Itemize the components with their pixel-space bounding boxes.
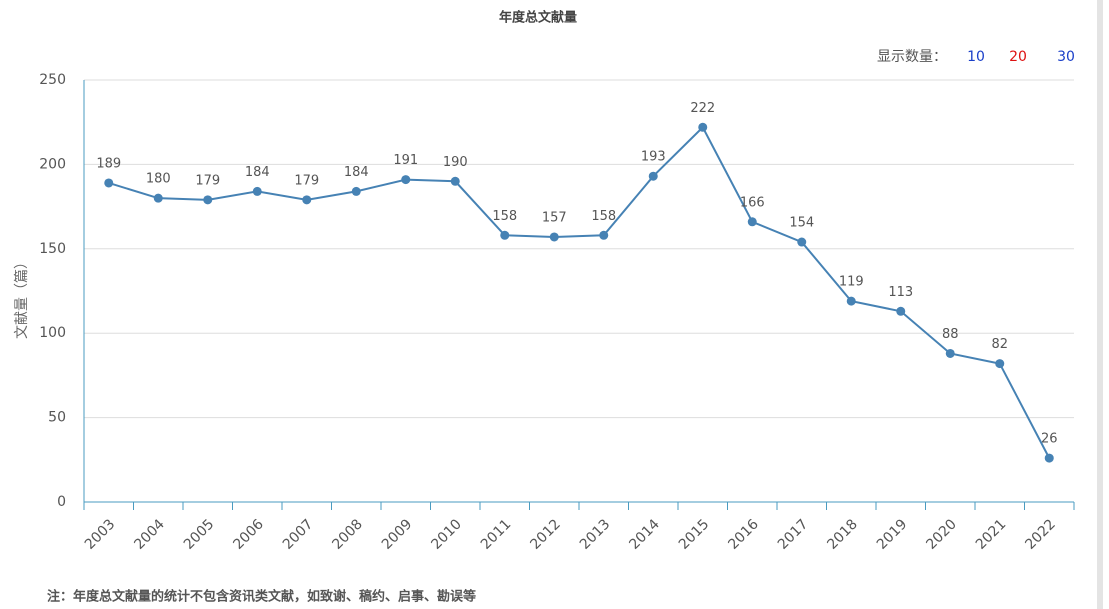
value-label: 193 bbox=[641, 150, 666, 165]
value-label: 158 bbox=[492, 209, 517, 224]
value-label: 154 bbox=[789, 216, 814, 231]
value-label: 166 bbox=[740, 195, 765, 210]
y-tick-label: 100 bbox=[39, 325, 66, 341]
value-label: 179 bbox=[195, 173, 220, 188]
point bbox=[599, 230, 609, 240]
value-label: 158 bbox=[591, 209, 616, 224]
y-tick-label: 0 bbox=[57, 494, 66, 510]
value-label: 157 bbox=[542, 210, 567, 225]
point bbox=[846, 296, 856, 306]
value-label: 88 bbox=[942, 327, 959, 342]
x-tick-label: 2021 bbox=[973, 516, 1010, 553]
point bbox=[797, 237, 807, 247]
x-tick-label: 2003 bbox=[82, 516, 119, 553]
display-count-label: 显示数量： bbox=[877, 49, 947, 65]
value-label: 189 bbox=[96, 156, 121, 171]
x-tick-label: 2019 bbox=[874, 516, 911, 553]
x-tick-label: 2022 bbox=[1022, 516, 1059, 553]
point bbox=[945, 348, 955, 358]
x-tick-label: 2010 bbox=[428, 516, 465, 553]
x-tick-label: 2016 bbox=[725, 516, 762, 553]
x-tick-label: 2008 bbox=[329, 516, 366, 553]
value-label: 113 bbox=[888, 285, 913, 300]
point bbox=[896, 306, 906, 316]
point bbox=[351, 186, 361, 196]
x-tick-label: 2015 bbox=[676, 516, 713, 553]
point bbox=[648, 171, 658, 181]
point bbox=[104, 178, 114, 188]
x-tick-label: 2006 bbox=[230, 516, 267, 553]
x-tick-label: 2009 bbox=[379, 516, 416, 553]
x-tick-label: 2013 bbox=[577, 516, 614, 553]
value-label: 190 bbox=[443, 155, 468, 170]
display-option[interactable]: 20 bbox=[1009, 49, 1027, 65]
x-tick-label: 2004 bbox=[131, 516, 168, 553]
x-tick-label: 2020 bbox=[923, 516, 960, 553]
point bbox=[698, 122, 708, 132]
x-tick-label: 2018 bbox=[824, 516, 861, 553]
x-tick-label: 2014 bbox=[626, 516, 663, 553]
value-label: 184 bbox=[344, 165, 369, 180]
display-option[interactable]: 10 bbox=[967, 49, 985, 65]
y-tick-label: 250 bbox=[39, 72, 66, 88]
chart-title: 年度总文献量 bbox=[499, 10, 577, 26]
y-tick-label: 150 bbox=[39, 241, 66, 257]
value-label: 26 bbox=[1041, 432, 1058, 447]
value-label: 180 bbox=[146, 172, 171, 187]
point bbox=[549, 232, 559, 242]
value-label: 179 bbox=[294, 173, 319, 188]
footnote: 注：年度总文献量的统计不包含资讯类文献，如致谢、稿约、启事、勘误等 bbox=[47, 589, 476, 605]
y-tick-label: 200 bbox=[39, 156, 66, 172]
x-tick-label: 2012 bbox=[527, 516, 564, 553]
point bbox=[450, 176, 460, 186]
point bbox=[995, 359, 1005, 369]
value-label: 184 bbox=[245, 165, 270, 180]
value-label: 191 bbox=[393, 153, 418, 168]
x-tick-label: 2017 bbox=[775, 516, 812, 553]
value-label: 119 bbox=[839, 275, 864, 290]
point bbox=[302, 195, 312, 205]
point bbox=[153, 193, 163, 203]
y-axis-label: 文献量（篇） bbox=[14, 255, 30, 339]
point bbox=[401, 175, 411, 185]
x-tick-label: 2007 bbox=[280, 516, 317, 553]
line bbox=[108, 125, 1051, 459]
point bbox=[252, 186, 262, 196]
value-label: 82 bbox=[991, 337, 1008, 352]
point bbox=[1044, 453, 1054, 463]
point bbox=[500, 230, 510, 240]
value-label: 222 bbox=[690, 101, 715, 116]
point bbox=[747, 217, 757, 227]
x-tick-label: 2011 bbox=[478, 516, 515, 553]
x-tick-label: 2005 bbox=[181, 516, 218, 553]
y-tick-label: 50 bbox=[48, 410, 66, 426]
display-option[interactable]: 30 bbox=[1057, 49, 1075, 65]
point bbox=[203, 195, 213, 205]
